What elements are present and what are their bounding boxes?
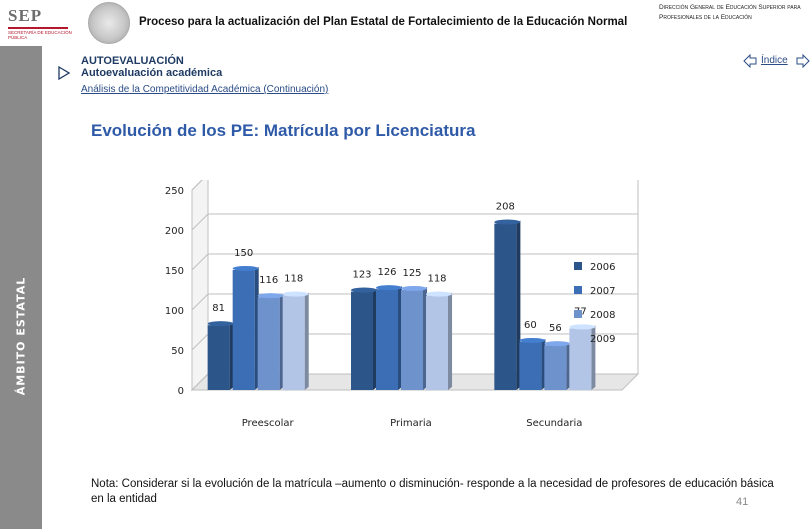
gridline-side	[191, 213, 209, 231]
bar-side	[304, 292, 309, 390]
bar	[376, 289, 398, 390]
data-label: 123	[352, 270, 371, 281]
bar	[207, 325, 230, 390]
subsection-title: Autoevaluación académica	[81, 67, 223, 79]
breadcrumb-link[interactable]: Análisis de la Competitividad Académica …	[81, 84, 329, 95]
bar	[351, 291, 373, 390]
category-label: Secundaria	[526, 418, 582, 429]
legend-swatch	[574, 334, 582, 342]
bar	[569, 328, 592, 390]
bar	[257, 297, 280, 390]
gridline-side	[191, 253, 209, 271]
data-label: 118	[427, 274, 446, 285]
bar-side	[448, 292, 453, 390]
sidebar-label: ÁMBITO ESTATAL	[14, 276, 28, 396]
bar	[426, 295, 448, 390]
sidebar: ÁMBITO ESTATAL	[0, 46, 42, 529]
bar-top	[351, 287, 377, 293]
chart-side-wall	[191, 180, 209, 392]
bar	[544, 345, 567, 390]
y-tick-label: 100	[165, 306, 184, 317]
bar-chart: 0 50 100 150 200 250 81 150 116 118 Preescolar 123 1…	[165, 180, 640, 429]
data-label: 56	[549, 323, 562, 334]
bar	[232, 270, 255, 390]
bar-top	[494, 219, 521, 225]
bar-top	[569, 324, 596, 330]
page-title: Evolución de los PE: Matrícula por Licen…	[91, 121, 476, 140]
bar-top	[282, 291, 309, 297]
index-link[interactable]: Índice	[761, 55, 788, 66]
bar-top	[544, 341, 571, 347]
data-label: 60	[524, 320, 537, 331]
sep-logo-bar	[8, 27, 68, 29]
category-label: Preescolar	[242, 418, 295, 429]
page-number: 41	[736, 496, 749, 508]
data-label: 116	[259, 275, 278, 286]
bar-top	[232, 265, 259, 271]
legend-label: 2007	[590, 286, 615, 297]
legend-label: 2006	[590, 262, 615, 273]
legend-label: 2008	[590, 310, 615, 321]
gridline-side	[191, 373, 209, 391]
y-tick-label: 250	[165, 186, 184, 197]
gridline-side	[191, 333, 209, 351]
bar-top	[376, 285, 402, 291]
y-tick-label: 150	[165, 266, 184, 277]
national-seal-icon	[88, 2, 130, 44]
bar-top	[207, 321, 234, 327]
header: SEP SECRETARÍA DE EDUCACIÓN PÚBLICA Proc…	[0, 0, 812, 46]
bar-top	[401, 285, 427, 291]
nav-forward-arrow-icon[interactable]	[796, 54, 810, 68]
data-label: 208	[496, 202, 515, 213]
legend-swatch	[574, 286, 582, 294]
bar	[401, 290, 423, 390]
gridline-side	[191, 180, 203, 191]
bar	[282, 295, 305, 390]
legend-swatch	[574, 262, 582, 270]
sep-logo-subtitle: SECRETARÍA DE EDUCACIÓN PÚBLICA	[8, 30, 72, 40]
data-label: 126	[377, 267, 396, 278]
bar	[494, 223, 517, 390]
note-text: Nota: Considerar si la evolución de la m…	[91, 478, 774, 505]
y-tick-label: 200	[165, 226, 184, 237]
bar-top	[257, 293, 284, 299]
section-title: AUTOEVALUACIÓN	[81, 55, 184, 67]
bar	[519, 342, 542, 390]
bar-top	[519, 337, 546, 343]
legend-label: 2009	[590, 334, 615, 345]
play-arrow-icon	[58, 66, 71, 80]
data-label: 150	[234, 248, 253, 259]
header-department: Dirección General de Educación Superior …	[659, 4, 801, 21]
header-title: Proceso para la actualización del Plan E…	[139, 16, 628, 28]
data-label: 125	[402, 268, 421, 279]
sep-logo-text: SEP	[8, 6, 43, 25]
sep-logo: SEP SECRETARÍA DE EDUCACIÓN PÚBLICA	[8, 6, 78, 40]
category-label: Primaria	[390, 418, 432, 429]
gridline-side	[191, 293, 209, 311]
y-tick-label: 50	[171, 346, 184, 357]
bar-top	[426, 291, 452, 297]
bar-side	[591, 325, 596, 390]
nav-back-arrow-icon[interactable]	[743, 54, 757, 68]
legend-swatch	[574, 310, 582, 318]
data-label: 118	[284, 274, 303, 285]
data-label: 81	[212, 303, 225, 314]
y-tick-label: 0	[178, 386, 184, 397]
